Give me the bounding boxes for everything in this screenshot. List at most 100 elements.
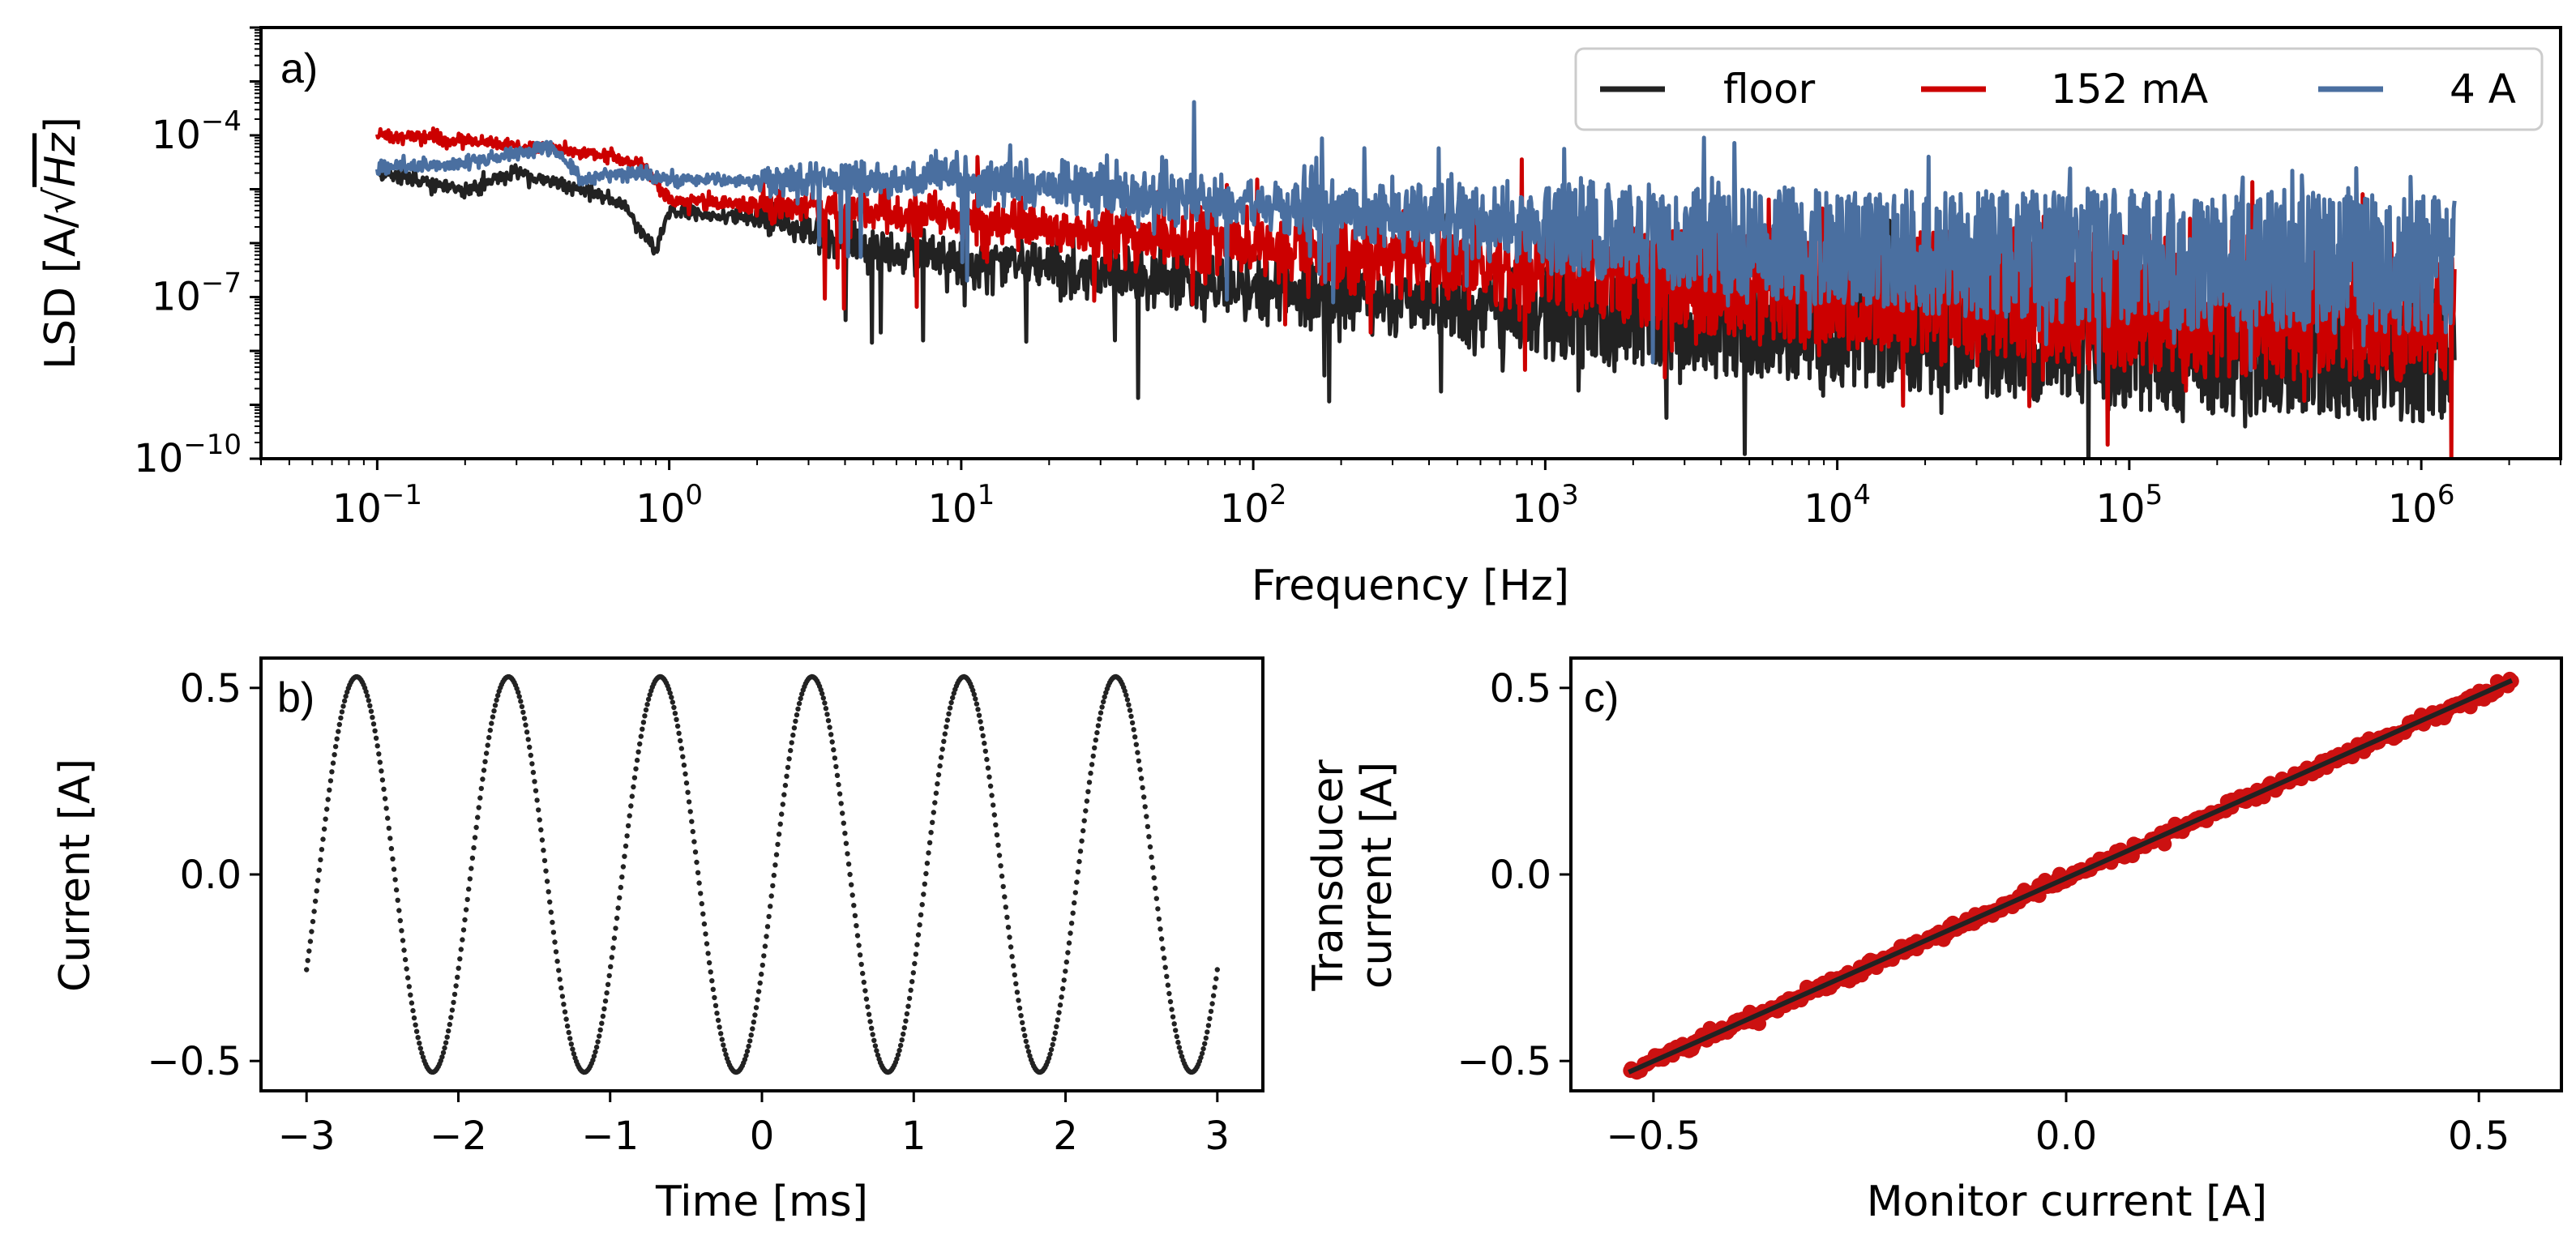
panel-c: −0.5 0.0 0.5 0.5 0.0 −0.5 c) Monitor current… xyxy=(1304,656,2563,1226)
sine-point xyxy=(933,790,939,796)
sine-point xyxy=(633,766,639,772)
sine-point xyxy=(854,933,861,938)
sine-point xyxy=(373,735,379,741)
sine-point xyxy=(401,947,407,953)
sine-point xyxy=(315,878,321,883)
sine-point xyxy=(982,748,989,755)
sine-point xyxy=(939,746,945,752)
sine-point xyxy=(1153,885,1158,891)
sine-point xyxy=(591,1054,597,1059)
sine-point xyxy=(448,1015,454,1020)
sine-point xyxy=(951,690,957,696)
sine-point xyxy=(338,715,344,721)
sine-point xyxy=(451,991,458,998)
sine-point xyxy=(410,1007,416,1014)
sine-point xyxy=(413,1022,418,1028)
sine-point xyxy=(832,755,838,761)
sine-point xyxy=(712,1002,719,1009)
sine-point xyxy=(1142,804,1148,810)
sine-point xyxy=(799,691,805,697)
sine-point xyxy=(918,912,924,918)
sine-point xyxy=(742,1057,748,1062)
sine-point xyxy=(860,970,866,977)
panel-c-label: c) xyxy=(1584,674,1619,721)
sine-point xyxy=(1050,1041,1055,1048)
sine-point xyxy=(1003,904,1009,910)
sine-point xyxy=(590,1057,596,1063)
sine-point xyxy=(534,797,540,803)
sine-point xyxy=(478,785,484,792)
sine-point xyxy=(1173,1028,1179,1033)
sine-point xyxy=(771,872,777,878)
panel-b-xtick-label: 3 xyxy=(1205,1114,1230,1159)
sine-point xyxy=(305,958,310,964)
sine-point xyxy=(548,909,554,915)
sine-point xyxy=(991,812,998,818)
sine-point xyxy=(640,726,645,732)
sine-point xyxy=(899,1037,905,1043)
sine-point xyxy=(524,729,530,735)
sine-point xyxy=(1089,762,1095,767)
sine-point xyxy=(406,984,412,990)
sine-point xyxy=(776,831,782,837)
sine-point xyxy=(460,927,467,933)
sine-point xyxy=(1157,926,1163,932)
sine-point xyxy=(678,737,683,744)
sine-point xyxy=(766,913,772,920)
sine-point xyxy=(523,722,528,728)
sine-point xyxy=(709,978,715,984)
sine-point xyxy=(567,1036,573,1041)
sine-point xyxy=(680,754,686,759)
sine-point xyxy=(699,900,704,907)
sine-point xyxy=(717,1024,722,1030)
sine-point xyxy=(1153,896,1160,901)
sine-point xyxy=(593,1044,600,1050)
sine-point xyxy=(823,706,829,712)
sine-point xyxy=(1052,1030,1059,1036)
sine-point xyxy=(370,721,377,727)
sine-point xyxy=(1093,737,1099,743)
sine-point xyxy=(558,985,564,991)
sine-point xyxy=(842,831,848,836)
sine-point xyxy=(571,1051,577,1057)
sine-point xyxy=(628,803,634,809)
sine-point xyxy=(1132,734,1138,740)
sine-point xyxy=(460,937,465,943)
sine-point xyxy=(851,903,857,908)
sine-point xyxy=(989,793,995,798)
sine-point xyxy=(998,863,1003,869)
sine-point xyxy=(708,969,713,975)
panel-a-xtick-label: 106 xyxy=(2388,479,2455,532)
sine-point xyxy=(785,764,791,771)
sine-point xyxy=(1202,1041,1208,1047)
sine-point xyxy=(613,926,618,931)
sine-point xyxy=(906,995,913,1002)
sine-point xyxy=(1004,914,1010,921)
sine-point xyxy=(334,736,340,742)
sine-point xyxy=(1174,1033,1180,1040)
sine-point xyxy=(1170,1014,1176,1020)
sine-point xyxy=(995,842,1001,849)
sine-point xyxy=(635,749,641,755)
sine-point xyxy=(705,951,711,956)
sine-point xyxy=(1207,1015,1213,1022)
sine-point xyxy=(1145,823,1151,830)
sine-point xyxy=(475,814,481,820)
sine-point xyxy=(1165,982,1171,988)
sine-point xyxy=(1133,742,1140,747)
sine-point xyxy=(1158,936,1165,942)
sine-point xyxy=(910,970,917,976)
sine-point xyxy=(1213,976,1219,981)
sine-point xyxy=(857,952,863,958)
sine-point xyxy=(528,752,533,759)
sine-point xyxy=(381,786,387,792)
sine-point xyxy=(631,784,636,790)
panel-b-xlabel: Time [ms] xyxy=(655,1178,868,1226)
sine-point xyxy=(439,1054,445,1060)
sine-point xyxy=(683,771,688,777)
sine-point xyxy=(469,855,476,861)
sine-point xyxy=(1128,713,1134,720)
sine-point xyxy=(483,750,490,756)
sine-point xyxy=(751,1020,756,1025)
sine-point xyxy=(404,966,409,972)
